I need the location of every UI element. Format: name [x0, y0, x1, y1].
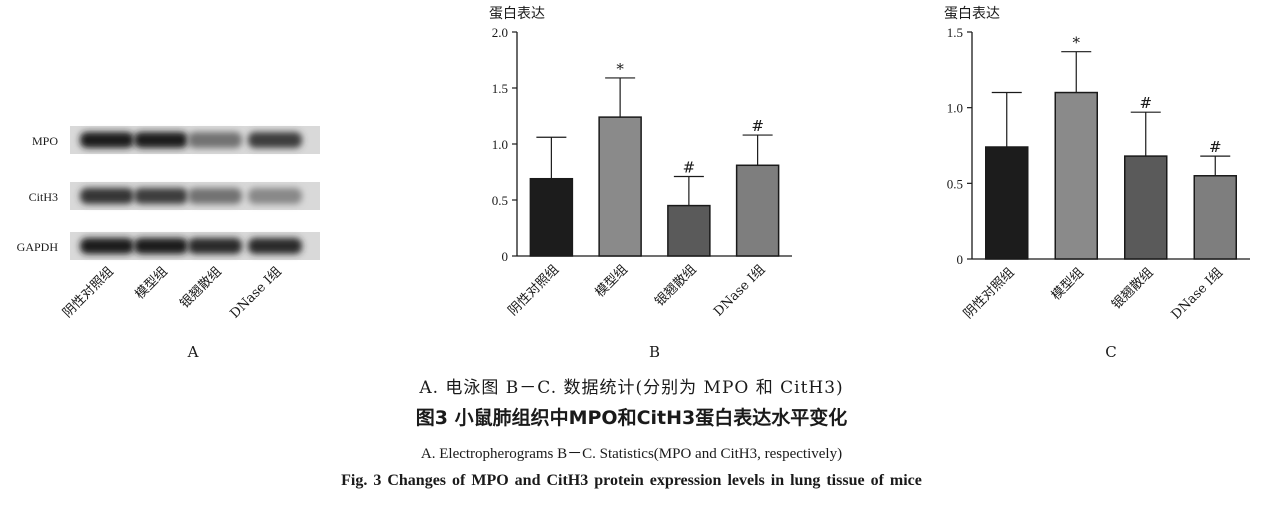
- x-tick-label: 模型组: [593, 262, 631, 300]
- blot-row-label: MPO: [32, 134, 58, 148]
- caption-english-subtitle: A. Electropherograms B－C. Statistics(MPO…: [420, 446, 843, 462]
- significance-marker: #: [751, 117, 764, 135]
- caption-chinese-subtitle: A. 电泳图 B－C. 数据统计(分别为 MPO 和 CitH3): [419, 378, 844, 398]
- y-tick-label: 1.0: [492, 137, 508, 152]
- significance-marker: #: [1139, 94, 1152, 112]
- significance-marker: *: [1073, 34, 1081, 52]
- y-tick-label: 1.5: [492, 81, 508, 96]
- blot-band: [248, 238, 302, 254]
- blot-band: [80, 188, 134, 204]
- panel-label: C: [1105, 343, 1116, 361]
- significance-marker: *: [616, 60, 624, 78]
- x-tick-label: DNase Ⅰ组: [1169, 265, 1226, 322]
- y-tick-label: 1.5: [947, 25, 963, 40]
- bar-chart-mpo: 蛋白表达 0 0.5 1.0 1.5 2.0 阴性对照组 * 模型组 # 银翘散组 # DNase Ⅰ组…: [489, 6, 792, 361]
- significance-marker: #: [1209, 138, 1222, 156]
- x-tick-label: 模型组: [1049, 265, 1087, 303]
- x-tick-label: 银翘散组: [652, 262, 699, 309]
- bar: [735, 164, 780, 257]
- blot-band: [134, 238, 188, 254]
- bar-chart-cith3: 蛋白表达 0 0.5 1.0 1.5 阴性对照组 * 模型组 # 银翘散组 # DNase Ⅰ组 C: [944, 6, 1250, 361]
- panel-label-a: A: [187, 343, 199, 361]
- blot-band: [134, 132, 188, 148]
- blot-band: [188, 238, 242, 254]
- blot-band: [188, 188, 242, 204]
- x-tick-label: 阴性对照组: [506, 262, 563, 319]
- blot-band: [80, 132, 134, 148]
- blot-row-label: CitH3: [29, 190, 58, 204]
- caption-english-title: Fig. 3 Changes of MPO and CitH3 protein …: [341, 472, 922, 489]
- blot-lane-label: 阴性对照组: [60, 264, 117, 321]
- blot-band: [134, 188, 188, 204]
- y-axis-label: 蛋白表达: [944, 6, 1000, 22]
- bar: [529, 177, 574, 257]
- blot-band: [188, 132, 242, 148]
- y-tick-label: 0: [502, 249, 509, 264]
- x-tick-label: DNase Ⅰ组: [711, 262, 768, 319]
- blot-band: [248, 188, 302, 204]
- bar: [1193, 175, 1237, 260]
- y-axis-label: 蛋白表达: [489, 6, 545, 22]
- bar: [667, 204, 711, 257]
- bar: [985, 146, 1029, 260]
- y-tick-label: 0: [957, 252, 964, 267]
- bar: [1124, 155, 1168, 260]
- blot-band: [80, 238, 134, 254]
- y-tick-label: 1.0: [947, 101, 963, 116]
- blot-lane-label: DNase Ⅰ组: [227, 264, 284, 321]
- blot-lane-label: 模型组: [133, 264, 171, 302]
- panel-label: B: [649, 343, 660, 361]
- blot-lane-label: 银翘散组: [177, 264, 224, 311]
- y-tick-label: 0.5: [947, 176, 963, 191]
- bar: [598, 116, 642, 257]
- blot-band: [248, 132, 302, 148]
- y-tick-label: 0.5: [492, 193, 508, 208]
- x-tick-label: 银翘散组: [1109, 265, 1156, 312]
- significance-marker: #: [683, 158, 696, 176]
- x-tick-label: 阴性对照组: [961, 265, 1018, 322]
- blot-row-label: GAPDH: [17, 240, 59, 254]
- caption-chinese-title: 图3 小鼠肺组织中MPO和CitH3蛋白表达水平变化: [415, 407, 848, 429]
- y-tick-label: 2.0: [492, 25, 508, 40]
- bar: [1054, 91, 1098, 260]
